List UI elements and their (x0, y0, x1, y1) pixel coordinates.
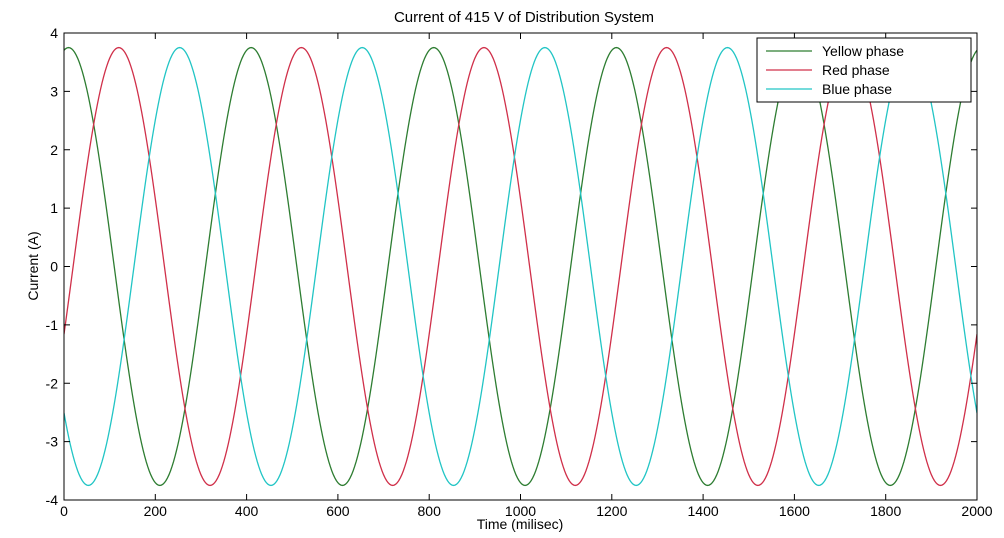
plot-area (64, 33, 977, 500)
y-tick-label: 3 (50, 83, 58, 99)
x-tick-label: 600 (326, 503, 350, 519)
x-tick-label: 0 (60, 503, 68, 519)
x-tick-label: 1600 (779, 503, 810, 519)
y-tick-label: -2 (46, 375, 59, 391)
y-tick-label: 4 (50, 25, 58, 41)
legend-label-2: Blue phase (822, 81, 892, 97)
x-tick-label: 1400 (688, 503, 719, 519)
x-tick-label: 800 (418, 503, 442, 519)
chart-title: Current of 415 V of Distribution System (394, 9, 654, 26)
x-tick-label: 400 (235, 503, 259, 519)
x-tick-label: 1200 (596, 503, 627, 519)
x-tick-label: 1800 (870, 503, 901, 519)
x-tick-label: 2000 (961, 503, 992, 519)
x-tick-label: 200 (144, 503, 168, 519)
y-tick-label: 1 (50, 200, 58, 216)
y-tick-label: 0 (50, 259, 58, 275)
legend: Yellow phase Red phase Blue phase (757, 38, 971, 102)
y-tick-label: -1 (46, 317, 59, 333)
x-axis-label: Time (milisec) (477, 516, 564, 532)
legend-label-0: Yellow phase (822, 43, 904, 59)
legend-label-1: Red phase (822, 62, 890, 78)
y-tick-label: 2 (50, 142, 58, 158)
y-tick-label: -3 (46, 434, 59, 450)
y-tick-label: -4 (46, 492, 59, 508)
y-axis-label: Current (A) (25, 231, 41, 300)
